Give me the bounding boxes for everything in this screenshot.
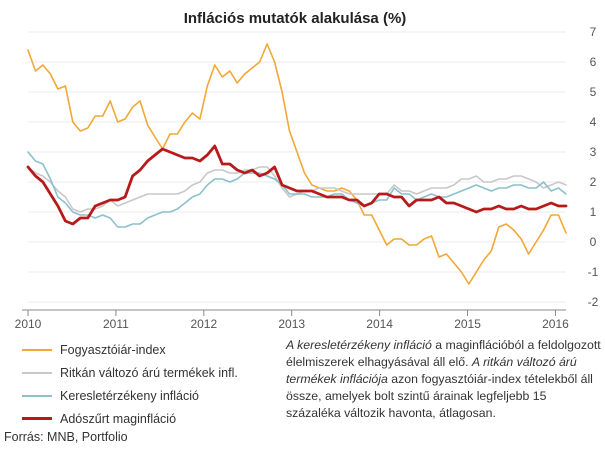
note-text-1: a maginflációból a feldolgozott élelmisz…: [286, 338, 601, 369]
series-line-0: [27, 43, 567, 285]
legend-label-core: Adószűrt maginfláció: [60, 411, 177, 426]
y-tick-label: 7: [590, 25, 597, 39]
legend-swatch-demand-sensitive: [22, 394, 52, 397]
y-tick-label: -1: [588, 265, 599, 279]
y-tick-label: -2: [588, 295, 599, 309]
x-tick-label: 2012: [190, 317, 217, 331]
legend-swatch-sticky-price: [22, 371, 52, 374]
x-tick-label: 2011: [103, 317, 129, 331]
x-tick-label: 2014: [366, 317, 393, 331]
x-tick-label: 2015: [454, 317, 481, 331]
legend-item-demand-sensitive: Keresletérzékeny infláció: [22, 384, 282, 407]
y-tick-label: 5: [590, 85, 597, 99]
y-tick-label: 1: [590, 205, 597, 219]
series-lines: [26, 43, 568, 285]
legend-label-cpi: Fogyasztóiár-index: [60, 342, 166, 357]
legend-item-core: Adószűrt maginfláció: [22, 407, 282, 430]
x-tick-label: 2013: [278, 317, 305, 331]
legend: Fogyasztóiár-index Ritkán változó árú te…: [22, 338, 282, 430]
legend-label-sticky-price: Ritkán változó árú termékek infl.: [60, 365, 238, 380]
gridlines: [28, 31, 566, 303]
chart-title: Inflációs mutatók alakulása (%): [184, 10, 407, 27]
note-term-1: A keresletérzékeny infláció: [286, 338, 432, 352]
y-tick-label: 0: [590, 235, 597, 249]
x-tick-label: 2010: [15, 317, 42, 331]
chart: Inflációs mutatók alakulása (%) 7 6 5 4 3 2 1 0…: [15, 10, 599, 331]
series-line-2: [27, 151, 567, 228]
legend-item-sticky-price: Ritkán változó árú termékek infl.: [22, 361, 282, 384]
y-tick-label: 2: [590, 175, 597, 189]
y-tick-label: 6: [590, 55, 597, 69]
note-term-2: A ritkán változó árú termékek inflációja: [286, 355, 577, 386]
x-tick-label: 2016: [542, 317, 569, 331]
x-axis: 2010 2011 2012 2013 2014 2015 2016: [15, 309, 569, 331]
y-tick-label: 3: [590, 145, 597, 159]
note-text-2: azon fogyasztóiár-index tételekből áll ö…: [286, 372, 593, 420]
y-axis-ticks: 7 6 5 4 3 2 1 0 -1 -2: [588, 25, 599, 309]
source-credit: Forrás: MNB, Portfolio: [4, 430, 128, 444]
y-tick-label: 4: [590, 115, 597, 129]
series-line-3: [26, 144, 568, 226]
legend-label-demand-sensitive: Keresletérzékeny infláció: [60, 388, 199, 403]
legend-swatch-cpi: [22, 348, 52, 351]
legend-item-cpi: Fogyasztóiár-index: [22, 338, 282, 361]
explanatory-note: A keresletérzékeny infláció a maginfláci…: [286, 337, 602, 422]
legend-swatch-core: [22, 417, 52, 420]
